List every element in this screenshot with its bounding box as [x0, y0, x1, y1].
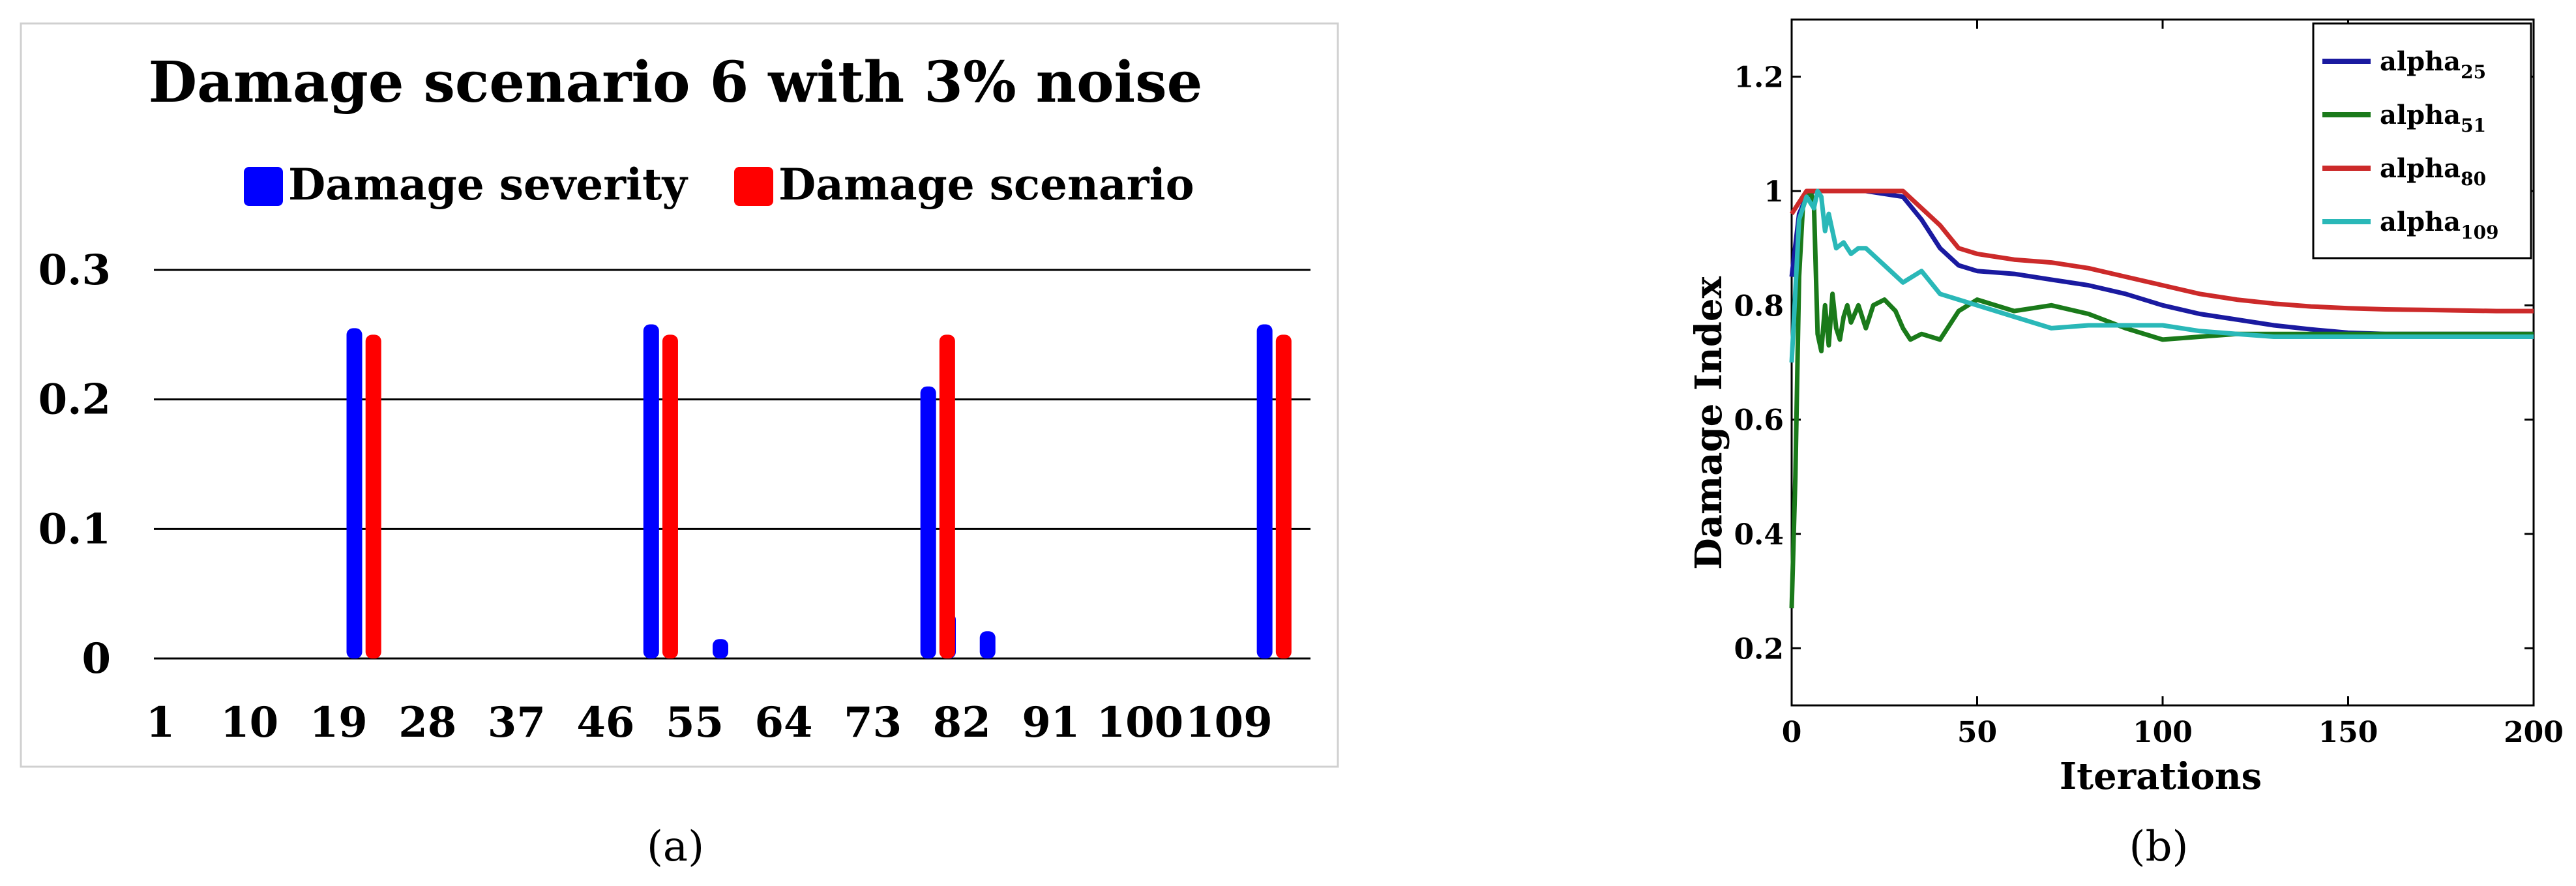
x-tick-label: 73 [844, 698, 902, 747]
bar-damage-scenario [1275, 334, 1292, 658]
y-tick-label: 1 [1764, 175, 1784, 209]
bar-damage-severity [920, 386, 936, 658]
line-alpha-51 [1789, 188, 2534, 609]
panel-b-legend: alpha25 alpha51 alpha80 alpha109 [2312, 22, 2532, 259]
panel-b-x-axis-label: Iterations [2060, 755, 2262, 798]
panel-a-x-tick-labels: 1 10 19 28 37 46 55 64 73 82 91 100 109 [146, 698, 1273, 747]
bar-damage-scenario [939, 334, 955, 658]
legend-label-alpha-51: alpha51 [2380, 100, 2486, 136]
legend-swatch-damage-scenario [734, 167, 773, 206]
bar-damage-scenario [662, 334, 678, 658]
panel-a-legend: Damage severity Damage scenario [244, 159, 1194, 210]
legend-label-damage-scenario: Damage scenario [778, 159, 1194, 210]
y-tick-label: 0.2 [38, 376, 111, 424]
y-tick-label: 1.2 [1734, 61, 1784, 95]
panel-b-label: (b) [2129, 823, 2189, 871]
x-tick-label: 82 [933, 698, 991, 747]
line-alpha-109 [1789, 188, 2534, 363]
x-tick-label: 100 [1097, 698, 1184, 747]
x-tick-label: 19 [310, 698, 368, 747]
y-tick-label: 0.8 [1734, 289, 1784, 323]
bar-damage-severity [643, 324, 659, 658]
x-tick-label: 64 [755, 698, 813, 747]
panel-a-bars [346, 324, 1292, 658]
legend-swatch-damage-severity [244, 167, 283, 206]
legend-label-alpha-80: alpha80 [2380, 153, 2486, 190]
y-tick-label: 0.6 [1734, 404, 1784, 437]
y-tick-label: 0.1 [38, 505, 111, 554]
panel-b-lines [1789, 188, 2534, 609]
y-tick-label: 0.3 [38, 246, 111, 295]
line-alpha-80 [1790, 188, 2534, 314]
legend-label-alpha-25: alpha25 [2380, 46, 2486, 83]
x-tick-label: 28 [398, 698, 456, 747]
panel-a-frame [20, 22, 1339, 768]
bar-damage-severity [346, 328, 363, 658]
panel-a: Damage scenario 6 with 3% noise Damage s… [20, 22, 1339, 768]
panel-a-title: Damage scenario 6 with 3% noise [149, 50, 1203, 115]
x-tick-label: 46 [576, 698, 634, 747]
bar-damage-severity [713, 639, 728, 658]
legend-label-alpha-109: alpha109 [2380, 207, 2499, 243]
panel-b-y-axis-label: Damage Index [1687, 276, 1730, 570]
x-tick-label: 1 [146, 698, 175, 747]
y-tick-label: 0.4 [1734, 518, 1784, 552]
bar-damage-scenario [365, 334, 381, 658]
legend-label-damage-severity: Damage severity [288, 159, 688, 210]
x-tick-label: 100 [2133, 716, 2193, 749]
x-tick-label: 37 [488, 698, 546, 747]
bar-damage-severity [979, 631, 996, 658]
bar-damage-severity [1256, 324, 1273, 658]
x-tick-label: 200 [2504, 716, 2564, 749]
x-tick-label: 0 [1782, 716, 1802, 749]
x-tick-label: 150 [2318, 716, 2378, 749]
x-tick-label: 10 [220, 698, 278, 747]
x-tick-label: 50 [1957, 716, 1997, 749]
panel-a-label: (a) [647, 823, 704, 871]
x-tick-label: 91 [1022, 698, 1080, 747]
y-tick-label: 0.2 [1734, 632, 1784, 666]
x-tick-label: 55 [666, 698, 724, 747]
panel-a-y-tick-labels: 0 0.1 0.2 0.3 [38, 246, 111, 683]
x-tick-label: 109 [1185, 698, 1273, 747]
y-tick-label: 0 [81, 634, 111, 683]
panel-b-axes: 0 50 100 150 200 0.2 0.4 0.6 0.8 1 1.2 [1734, 18, 2564, 749]
